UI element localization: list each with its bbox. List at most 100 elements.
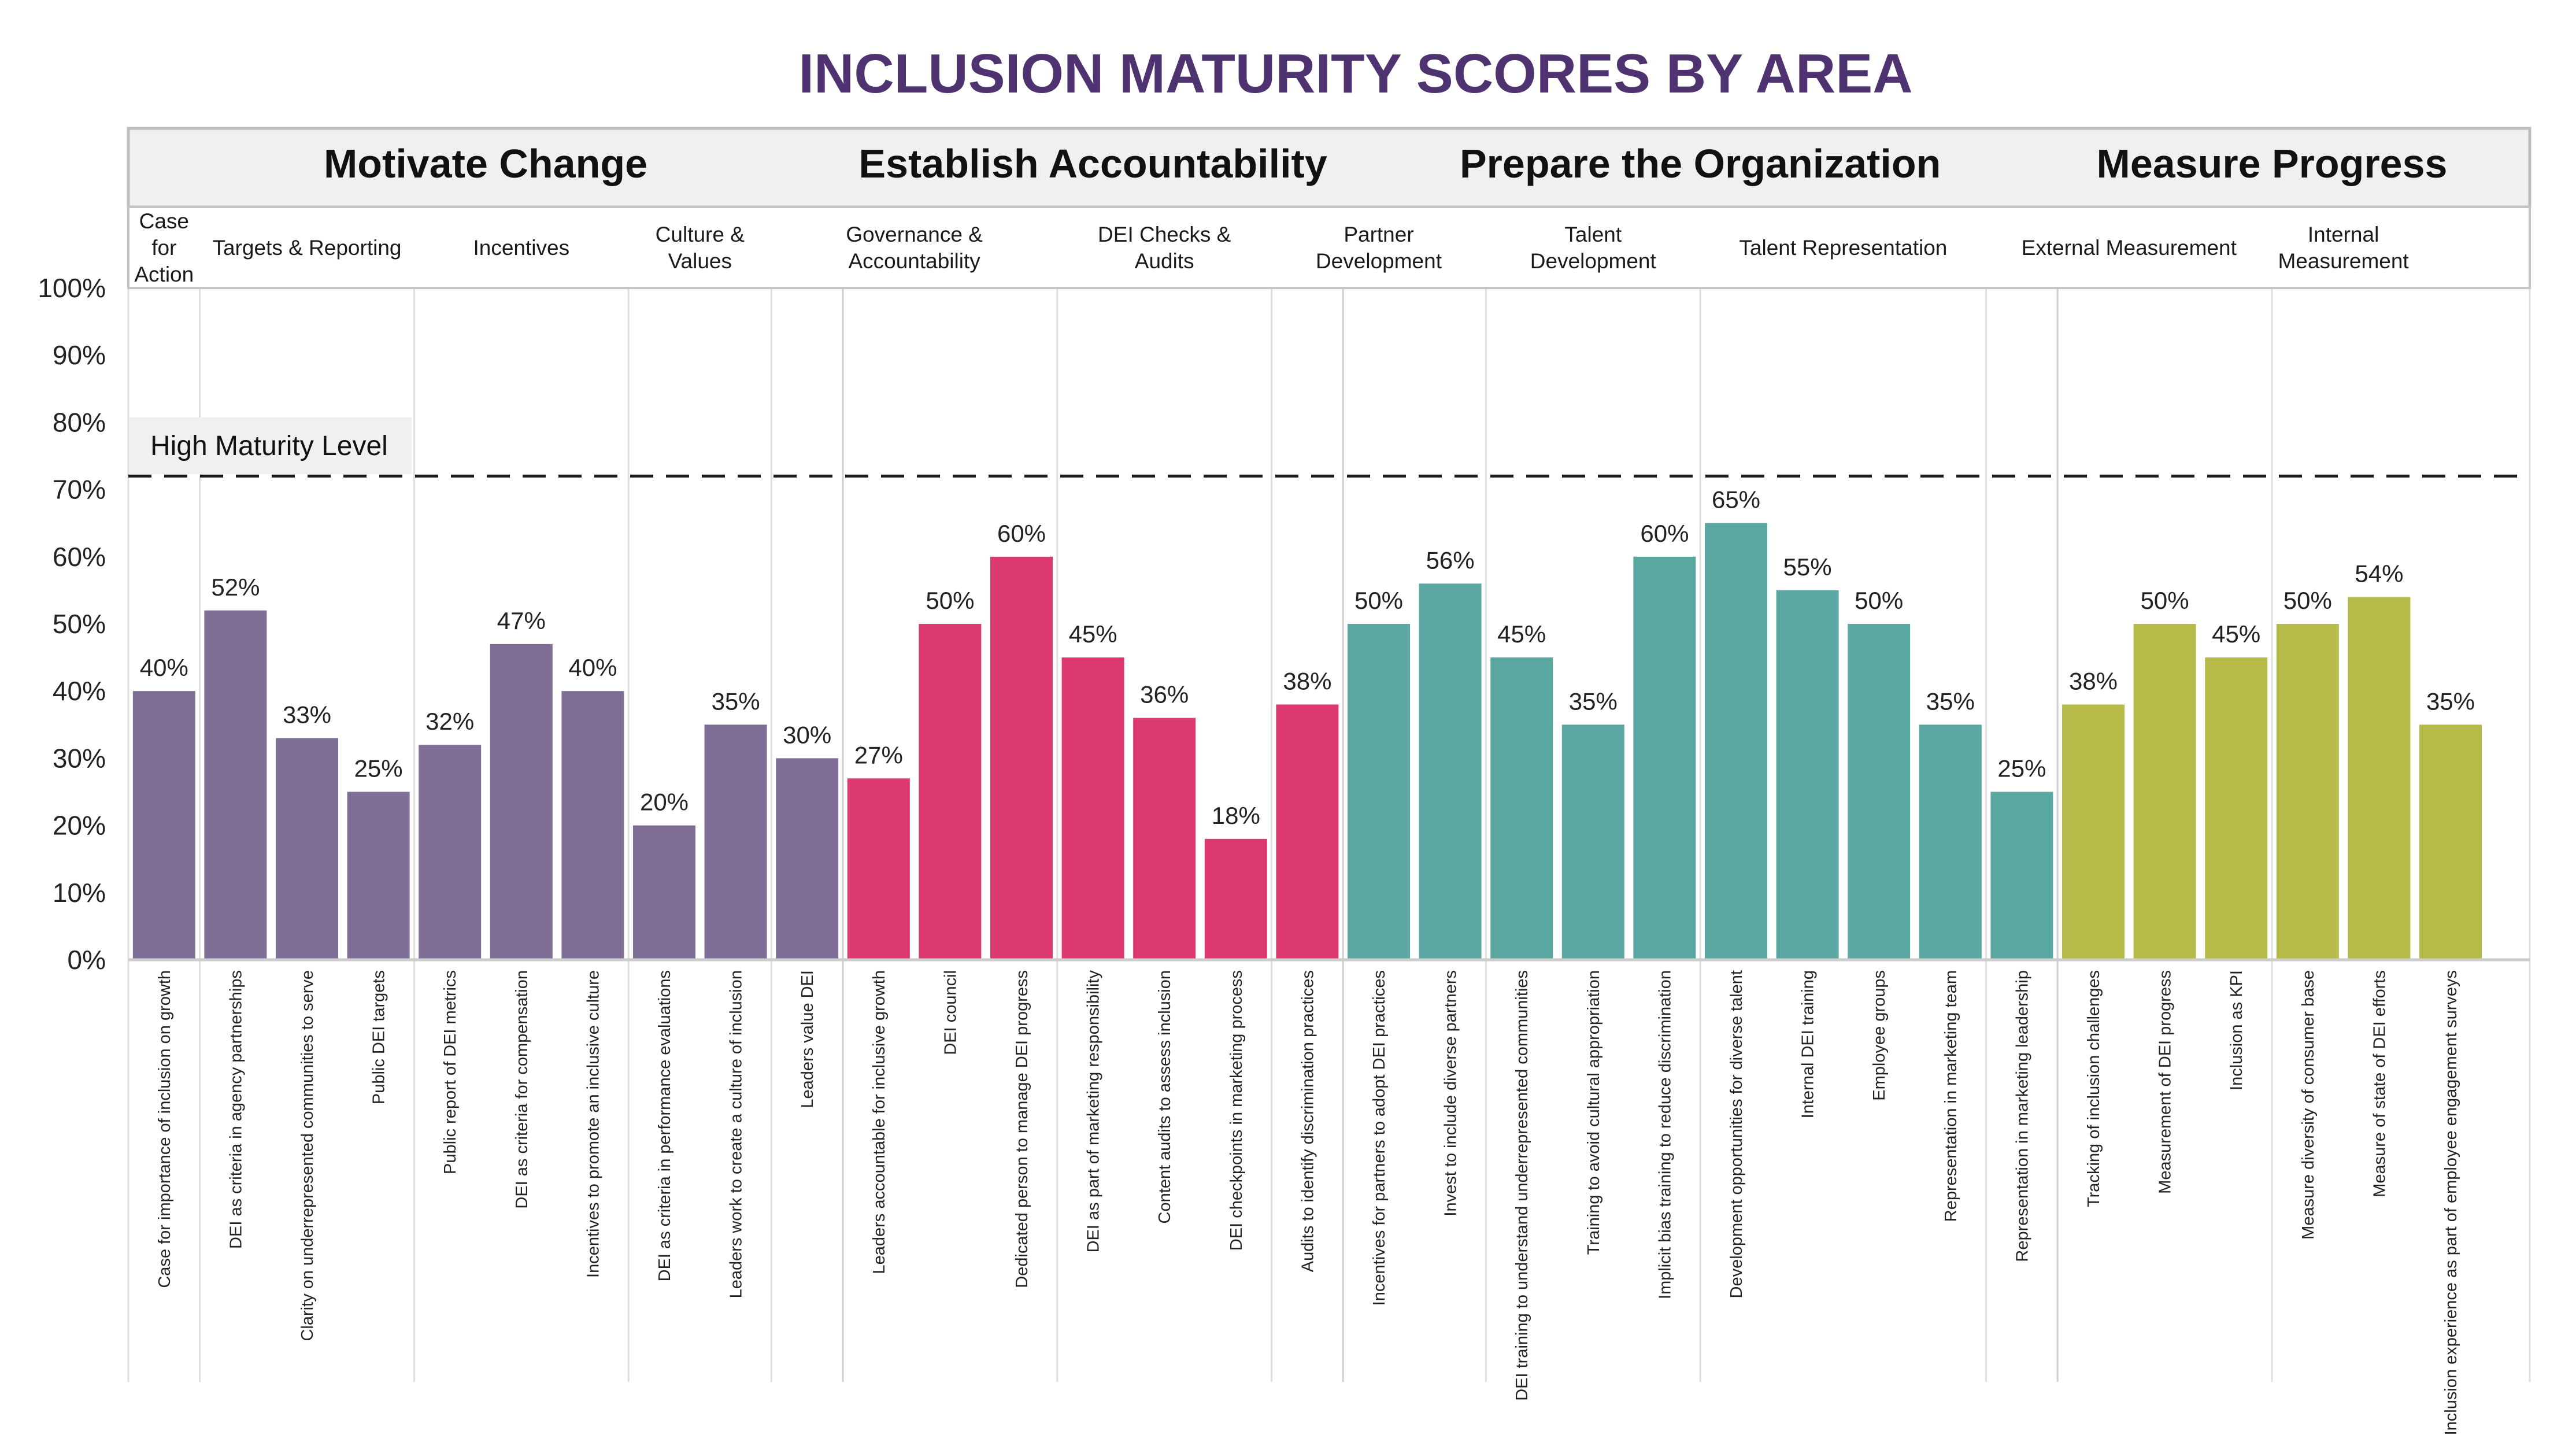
y-tick-label: 0% (68, 945, 106, 975)
area-title: Motivate Change (324, 141, 647, 186)
value-label: 35% (1569, 687, 1618, 715)
category-label: Employee groups (1870, 970, 1889, 1101)
bar (1490, 657, 1553, 960)
value-label: 20% (640, 789, 689, 816)
value-label: 60% (1640, 520, 1689, 547)
bar (1061, 657, 1124, 960)
bar (1561, 724, 1624, 960)
subgroup-title: Targets & Reporting (212, 236, 401, 260)
y-tick-label: 10% (53, 878, 106, 908)
subgroup-title: Talent (1564, 223, 1622, 246)
category-label: Dedicated person to manage DEI progress (1013, 970, 1031, 1288)
bar (2348, 597, 2411, 960)
bar (419, 745, 482, 960)
bar (1276, 704, 1339, 960)
high-maturity-label: High Maturity Level (150, 431, 388, 461)
area-title: Establish Accountability (858, 141, 1327, 186)
subgroup-title: Development (1316, 249, 1442, 273)
value-label: 65% (1712, 486, 1760, 513)
category-label: Content audits to assess inclusion (1156, 970, 1174, 1223)
subgroup-header-row (127, 206, 2531, 289)
bar (1705, 523, 1767, 960)
bar (1633, 556, 1696, 960)
bar (561, 691, 624, 960)
bar (919, 624, 982, 960)
value-label: 50% (1354, 587, 1403, 614)
subgroup-title: Partner (1343, 223, 1413, 246)
bar (2205, 657, 2268, 960)
bar (990, 556, 1053, 960)
category-label: DEI as criteria for compensation (513, 970, 531, 1209)
y-tick-label: 50% (53, 609, 106, 639)
category-label: Development opportunities for diverse ta… (1727, 970, 1746, 1298)
category-label: Training to avoid cultural appropriation (1585, 970, 1603, 1255)
category-label: Public DEI targets (370, 970, 388, 1104)
value-label: 18% (1212, 802, 1260, 829)
value-label: 38% (1283, 667, 1331, 694)
subgroup-title: Culture & (656, 223, 745, 246)
category-label: DEI as criteria in agency partnerships (227, 970, 245, 1249)
bar (347, 792, 410, 960)
y-tick-label: 70% (53, 475, 106, 505)
value-label: 33% (283, 701, 331, 729)
category-label: Implicit bias training to reduce discrim… (1656, 970, 1674, 1299)
bar (490, 644, 553, 960)
category-label: DEI council (941, 970, 960, 1055)
bar (1204, 838, 1267, 960)
value-label: 35% (712, 687, 760, 715)
y-tick-label: 100% (38, 273, 106, 303)
category-label: Measurement of DEI progress (2156, 970, 2175, 1194)
subgroup-title: Audits (1135, 249, 1194, 273)
value-label: 50% (926, 587, 974, 614)
value-label: 50% (2283, 587, 2332, 614)
category-label: DEI checkpoints in marketing process (1227, 970, 1246, 1251)
category-label: DEI as criteria in performance evaluatio… (656, 970, 674, 1281)
bar (1133, 718, 1196, 960)
category-label: Case for importance of inclusion on grow… (156, 970, 174, 1288)
value-label: 47% (497, 607, 546, 634)
bar (2133, 624, 2196, 960)
value-label: 54% (2355, 560, 2403, 587)
bar (2276, 624, 2339, 960)
subgroup-title: for (151, 236, 176, 260)
category-label: Clarity on underrepresented communities … (298, 970, 317, 1341)
category-label: Leaders work to create a culture of incl… (727, 970, 746, 1298)
category-label: DEI as part of marketing responsibility (1085, 970, 1103, 1253)
bar (2062, 704, 2125, 960)
bar (132, 691, 195, 960)
category-label: Inclusion experience as part of employee… (2442, 970, 2460, 1435)
bar (704, 724, 767, 960)
value-label: 25% (354, 755, 403, 782)
bar (1419, 583, 1482, 960)
bar (1990, 792, 2053, 960)
category-label: Leaders accountable for inclusive growth (870, 970, 889, 1274)
subgroup-title: Development (1530, 249, 1657, 273)
area-header-row (127, 127, 2531, 209)
category-label: Incentives for partners to adopt DEI pra… (1370, 970, 1389, 1306)
bar (2419, 724, 2482, 960)
y-tick-label: 90% (53, 340, 106, 370)
bar (1848, 624, 1911, 960)
bar (1776, 590, 1839, 960)
category-label: Audits to identify discrimination practi… (1298, 970, 1317, 1272)
y-tick-label: 40% (53, 676, 106, 706)
value-label: 50% (2141, 587, 2189, 614)
category-label: Public report of DEI metrics (441, 970, 460, 1174)
y-tick-label: 30% (53, 743, 106, 773)
value-label: 50% (1855, 587, 1903, 614)
category-label: Tracking of inclusion challenges (2085, 970, 2103, 1207)
value-label: 30% (783, 721, 831, 748)
value-label: 45% (1069, 620, 1117, 648)
subgroup-title: Values (668, 249, 732, 273)
chart-title: INCLUSION MATURITY SCORES BY AREA (798, 43, 1912, 105)
category-label: Internal DEI training (1799, 970, 1818, 1118)
category-label: Representation in marketing team (1942, 970, 1960, 1222)
bar (847, 778, 910, 960)
category-label: Inclusion as KPI (2227, 970, 2246, 1090)
y-tick-label: 60% (53, 542, 106, 572)
area-title: Prepare the Organization (1460, 141, 1941, 186)
y-tick-label: 80% (53, 407, 106, 437)
subgroup-title: DEI Checks & (1098, 223, 1231, 246)
subgroup-title: Governance & (846, 223, 983, 246)
subgroup-title: Internal (2308, 223, 2379, 246)
